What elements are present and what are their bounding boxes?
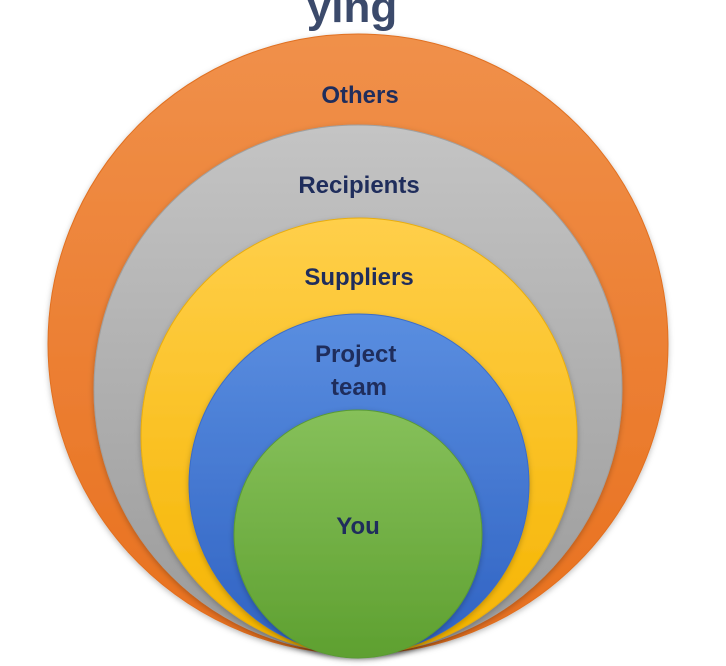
ring-suppliers-label: Suppliers [304, 264, 413, 291]
ring-recipients-label: Recipients [298, 172, 419, 199]
title-fragment: ying [307, 0, 397, 32]
ring-you: You [233, 409, 483, 659]
ring-you-label: You [336, 513, 380, 540]
ring-project-team-label-line-2: team [331, 374, 387, 401]
ring-project-team-label-line-1: Project [315, 341, 396, 368]
ring-project-team-label: Project team [315, 341, 403, 401]
ring-you-shape [233, 409, 483, 659]
ring-others-label: Others [321, 82, 398, 109]
